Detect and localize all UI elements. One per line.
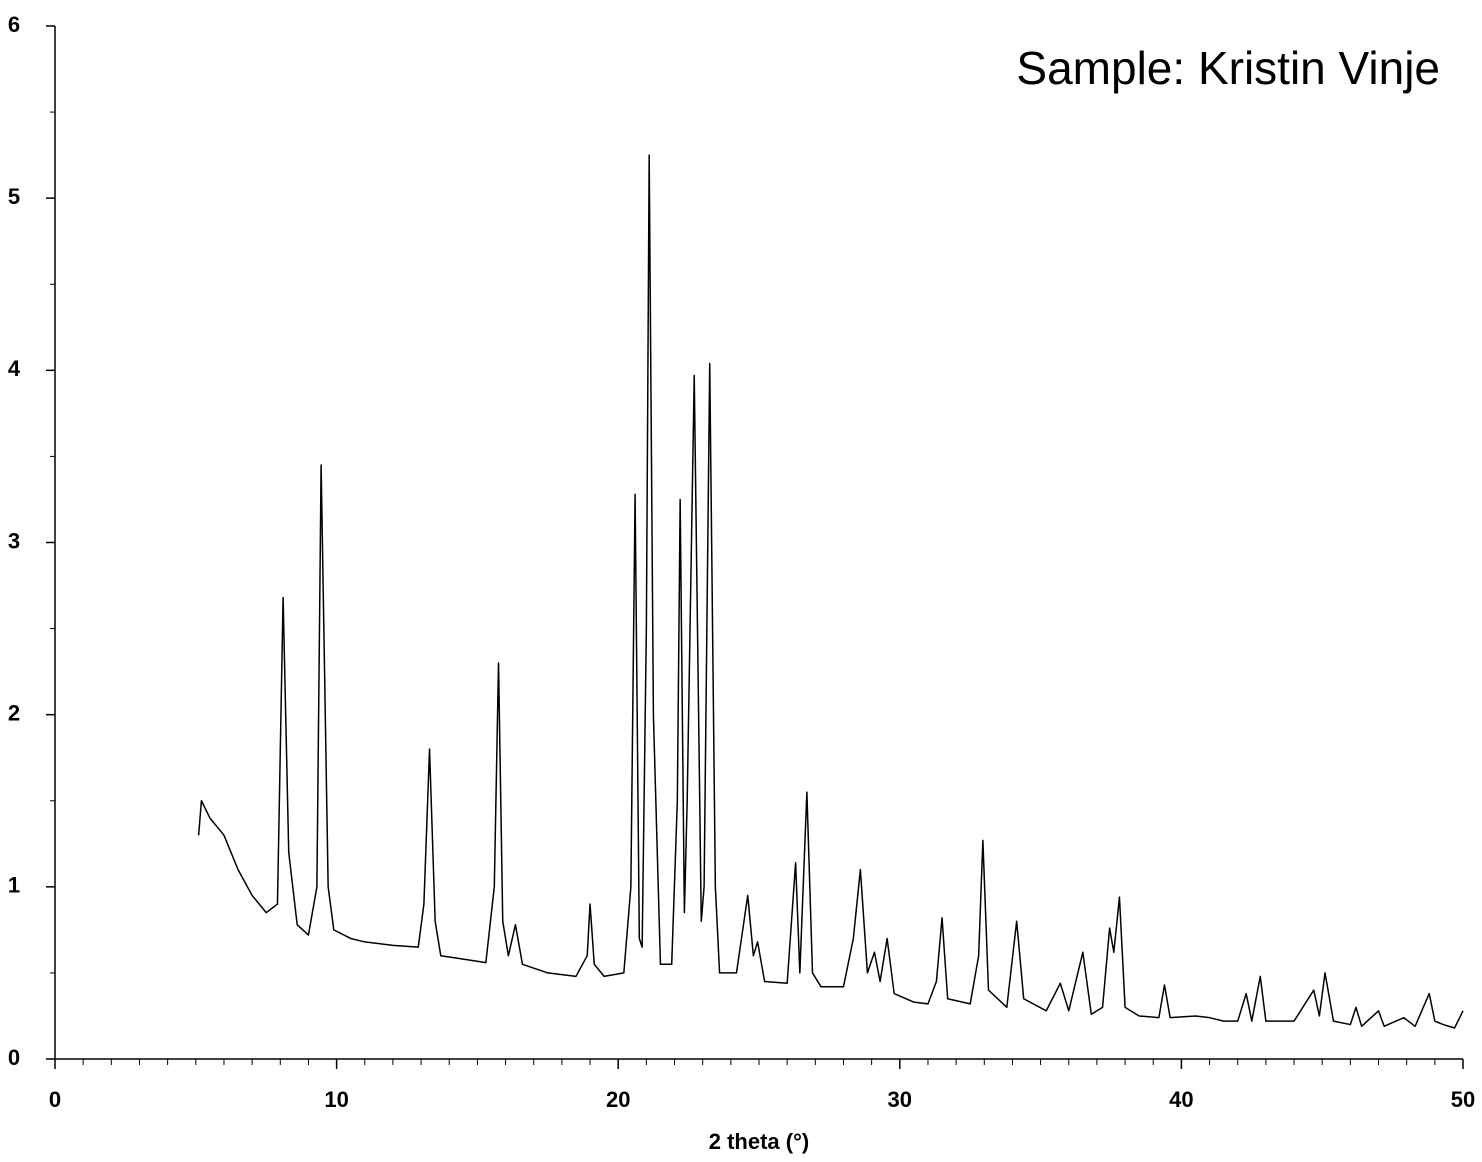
annotation: Sample: Kristin Vinje [1016, 42, 1440, 94]
x-axis-label: 2 theta (°) [709, 1129, 809, 1154]
y-tick-label: 6 [8, 12, 20, 37]
y-tick-label: 3 [8, 528, 20, 553]
x-tick-label: 30 [888, 1087, 912, 1112]
y-tick-label: 1 [8, 873, 20, 898]
data-line [197, 154, 1464, 1029]
y-tick-label: 2 [8, 700, 20, 725]
x-tick-label: 0 [49, 1087, 61, 1112]
y-tick-label: 5 [8, 184, 20, 209]
x-tick-label: 40 [1169, 1087, 1193, 1112]
x-tick-label: 20 [606, 1087, 630, 1112]
x-tick-label: 10 [324, 1087, 348, 1112]
y-tick-label: 0 [8, 1045, 20, 1070]
x-tick-label: 50 [1451, 1087, 1475, 1112]
y-tick-label: 4 [8, 356, 21, 381]
